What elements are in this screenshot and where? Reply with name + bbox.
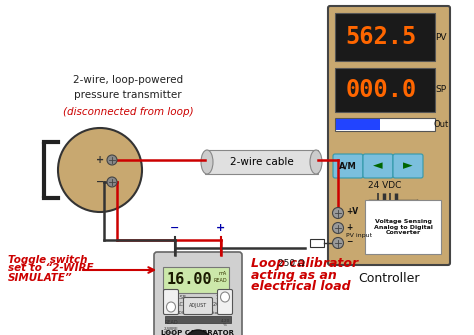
Text: COARSE
SOURCE: COARSE SOURCE — [167, 295, 187, 307]
Text: A/M: A/M — [339, 161, 357, 171]
Text: set to “2-WIRE: set to “2-WIRE — [8, 263, 94, 273]
FancyBboxPatch shape — [218, 289, 233, 315]
Circle shape — [58, 128, 142, 212]
Text: 100%
20 mA: 100% 20 mA — [213, 295, 229, 307]
Text: +: + — [346, 222, 352, 231]
Text: −: − — [346, 238, 352, 247]
Text: PV: PV — [435, 32, 447, 42]
Text: −: − — [170, 223, 180, 233]
Circle shape — [332, 238, 344, 249]
Text: ►: ► — [403, 159, 413, 173]
Text: Loop calibrator: Loop calibrator — [251, 257, 358, 269]
Text: (disconnected from loop): (disconnected from loop) — [63, 107, 193, 117]
Text: −: − — [96, 177, 104, 187]
Text: electrical load: electrical load — [251, 280, 351, 293]
Text: +: + — [96, 155, 104, 165]
FancyBboxPatch shape — [333, 154, 363, 178]
Bar — [335, 118, 435, 131]
Text: READ VDC   •  •  •   % 4 to 20 mA: READ VDC • • • % 4 to 20 mA — [164, 311, 233, 315]
Text: ◄: ◄ — [373, 159, 383, 173]
Circle shape — [107, 177, 117, 187]
Text: PV input: PV input — [346, 233, 372, 238]
FancyBboxPatch shape — [393, 154, 423, 178]
Text: Toggle switch: Toggle switch — [8, 255, 88, 265]
Text: LOOP CALIBRATOR: LOOP CALIBRATOR — [162, 330, 235, 335]
Text: READ: READ — [213, 277, 227, 282]
Bar — [310, 239, 324, 247]
Bar — [336, 119, 380, 130]
Text: ADJUST: ADJUST — [189, 304, 207, 309]
Bar — [163, 267, 229, 293]
Ellipse shape — [166, 302, 175, 312]
Text: 4-20
%: 4-20 % — [220, 319, 229, 327]
Circle shape — [185, 330, 211, 335]
Ellipse shape — [220, 292, 229, 302]
Text: mA: mA — [219, 271, 227, 276]
FancyBboxPatch shape — [363, 154, 393, 178]
Text: Controller: Controller — [358, 271, 420, 284]
Text: pressure transmitter: pressure transmitter — [74, 90, 182, 100]
Circle shape — [332, 207, 344, 218]
Ellipse shape — [310, 150, 322, 174]
Text: 2-WIRE
SIMUL.: 2-WIRE SIMUL. — [164, 327, 178, 335]
Text: Voltage Sensing: Voltage Sensing — [374, 218, 431, 223]
Text: READ: READ — [164, 321, 178, 326]
Bar — [335, 13, 435, 61]
Text: 2-wire, loop-powered: 2-wire, loop-powered — [73, 75, 183, 85]
Ellipse shape — [201, 150, 213, 174]
FancyBboxPatch shape — [164, 289, 179, 315]
Text: +: + — [216, 223, 226, 233]
Text: 562.5: 562.5 — [346, 25, 417, 49]
Bar — [165, 316, 231, 323]
Text: Analog to Digital: Analog to Digital — [374, 224, 432, 229]
Text: 250 Ω: 250 Ω — [278, 259, 305, 268]
Circle shape — [332, 222, 344, 233]
FancyBboxPatch shape — [183, 297, 212, 315]
Circle shape — [107, 155, 117, 165]
Text: +V: +V — [346, 207, 358, 216]
FancyBboxPatch shape — [365, 200, 441, 254]
Text: Converter: Converter — [385, 230, 420, 236]
FancyBboxPatch shape — [328, 6, 450, 265]
Text: SIMULATE”: SIMULATE” — [8, 273, 73, 283]
Text: SP: SP — [436, 85, 447, 94]
Text: 000.0: 000.0 — [346, 78, 417, 102]
Text: 16.00: 16.00 — [167, 272, 213, 287]
Text: acting as an: acting as an — [251, 268, 337, 281]
Bar — [335, 68, 435, 112]
Text: 2-wire cable: 2-wire cable — [229, 157, 293, 167]
FancyBboxPatch shape — [154, 252, 242, 335]
Text: Out: Out — [433, 120, 448, 129]
Bar — [205, 150, 318, 174]
Text: 24 VDC: 24 VDC — [368, 182, 401, 191]
